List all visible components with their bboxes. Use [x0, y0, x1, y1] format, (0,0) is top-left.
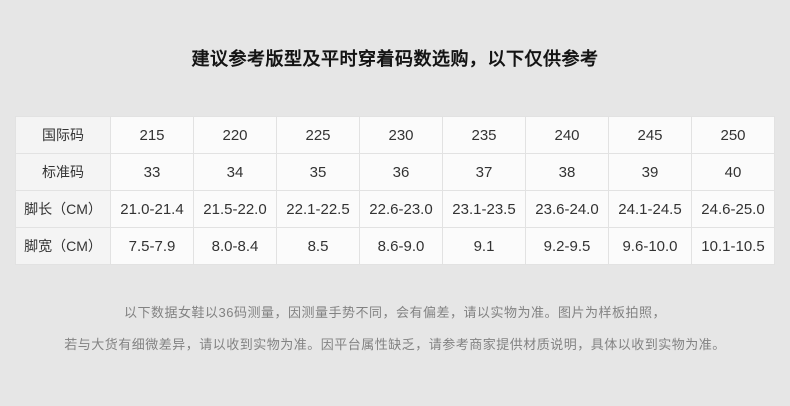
table-cell: 215 — [110, 116, 194, 154]
table-cell: 23.6-24.0 — [525, 190, 609, 228]
row-label-foot-width: 脚宽（CM） — [15, 227, 111, 265]
table-row-foot-width: 脚宽（CM） 7.5-7.9 8.0-8.4 8.5 8.6-9.0 9.1 9… — [15, 227, 775, 265]
table-cell: 220 — [193, 116, 277, 154]
table-cell: 8.5 — [276, 227, 360, 265]
table-cell: 245 — [608, 116, 692, 154]
disclaimer-text: 以下数据女鞋以36码测量，因测量手势不同，会有偏差，请以实物为准。图片为样板拍照… — [0, 297, 790, 361]
table-cell: 225 — [276, 116, 360, 154]
disclaimer-line-2: 若与大货有细微差异，请以收到实物为准。因平台属性缺乏，请参考商家提供材质说明，具… — [64, 337, 726, 352]
table-cell: 21.0-21.4 — [110, 190, 194, 228]
table-cell: 9.6-10.0 — [608, 227, 692, 265]
table-cell: 35 — [276, 153, 360, 191]
page-title: 建议参考版型及平时穿着码数选购，以下仅供参考 — [191, 49, 599, 69]
table-cell: 8.0-8.4 — [193, 227, 277, 265]
table-cell: 7.5-7.9 — [110, 227, 194, 265]
table-cell: 21.5-22.0 — [193, 190, 277, 228]
disclaimer-line-1: 以下数据女鞋以36码测量，因测量手势不同，会有偏差，请以实物为准。图片为样板拍照… — [124, 305, 666, 320]
table-cell: 230 — [359, 116, 443, 154]
table-cell: 10.1-10.5 — [691, 227, 775, 265]
table-cell: 33 — [110, 153, 194, 191]
table-cell: 38 — [525, 153, 609, 191]
size-chart-table: 国际码 215 220 225 230 235 240 245 250 标准码 … — [15, 116, 775, 265]
table-cell: 250 — [691, 116, 775, 154]
table-row-foot-length: 脚长（CM） 21.0-21.4 21.5-22.0 22.1-22.5 22.… — [15, 190, 775, 228]
table-cell: 235 — [442, 116, 526, 154]
table-cell: 37 — [442, 153, 526, 191]
table-cell: 24.1-24.5 — [608, 190, 692, 228]
table-cell: 22.6-23.0 — [359, 190, 443, 228]
row-label-international-size: 国际码 — [15, 116, 111, 154]
table-cell: 9.2-9.5 — [525, 227, 609, 265]
table-cell: 8.6-9.0 — [359, 227, 443, 265]
row-label-foot-length: 脚长（CM） — [15, 190, 111, 228]
table-cell: 39 — [608, 153, 692, 191]
table-cell: 9.1 — [442, 227, 526, 265]
row-label-standard-size: 标准码 — [15, 153, 111, 191]
table-cell: 22.1-22.5 — [276, 190, 360, 228]
table-cell: 40 — [691, 153, 775, 191]
table-cell: 240 — [525, 116, 609, 154]
table-row-international-size: 国际码 215 220 225 230 235 240 245 250 — [15, 116, 775, 154]
table-cell: 23.1-23.5 — [442, 190, 526, 228]
table-cell: 24.6-25.0 — [691, 190, 775, 228]
table-row-standard-size: 标准码 33 34 35 36 37 38 39 40 — [15, 153, 775, 191]
table-cell: 36 — [359, 153, 443, 191]
table-cell: 34 — [193, 153, 277, 191]
